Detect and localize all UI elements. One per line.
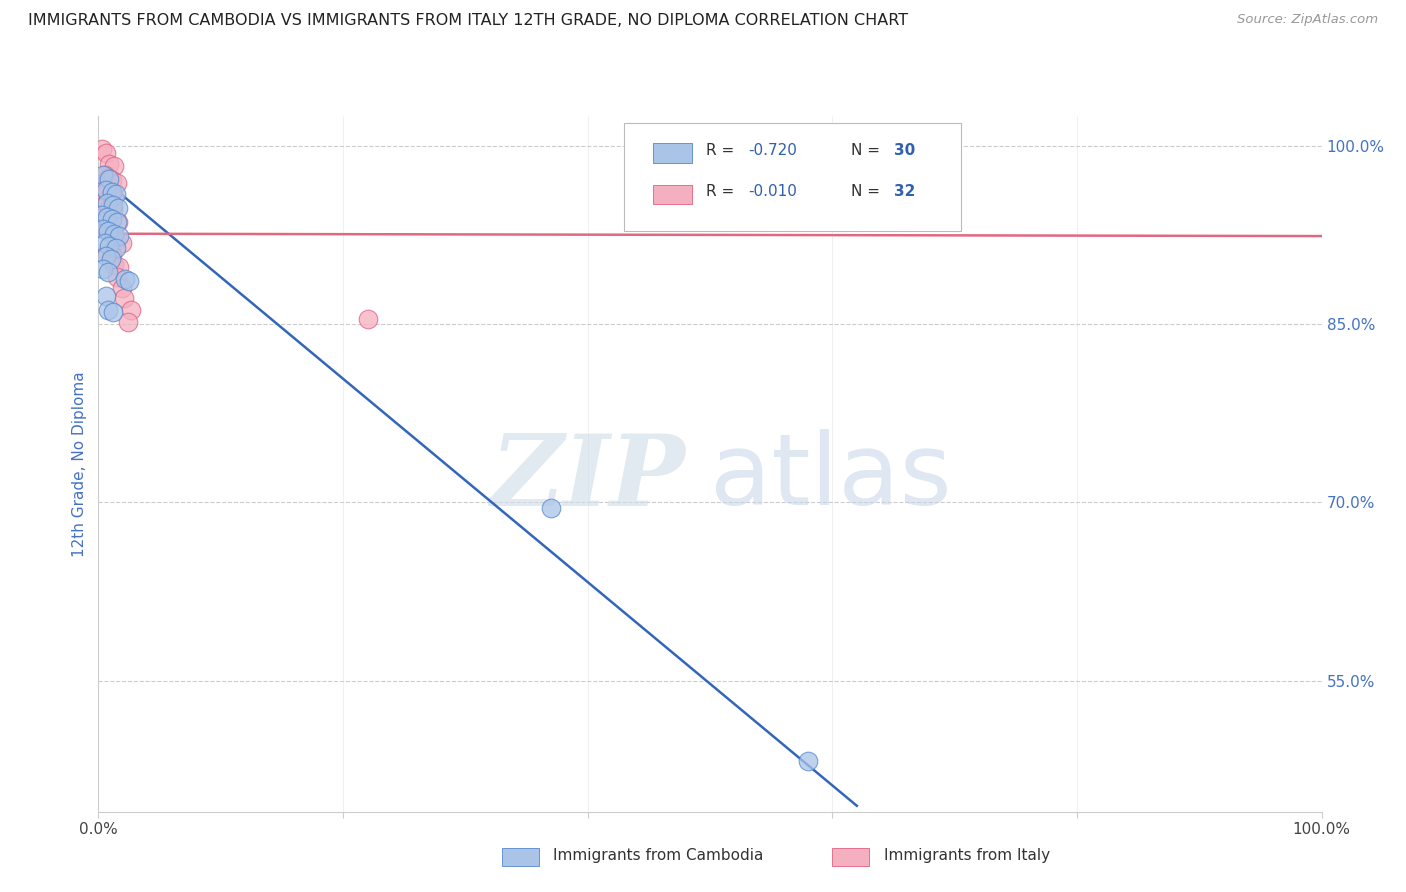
Point — [96, 245, 118, 260]
Text: atlas: atlas — [710, 429, 952, 526]
Point — [108, 229, 131, 244]
Point — [104, 234, 127, 248]
Text: -0.010: -0.010 — [748, 185, 797, 199]
Text: N =: N = — [851, 185, 884, 199]
Point — [540, 501, 562, 516]
Point — [97, 212, 120, 227]
Point — [111, 236, 134, 251]
Point — [104, 241, 127, 255]
Point — [107, 215, 129, 229]
Point — [91, 169, 114, 183]
Point — [111, 281, 134, 295]
Point — [108, 260, 131, 274]
Point — [101, 185, 124, 199]
Point — [103, 258, 125, 272]
Point — [101, 173, 124, 187]
Point — [97, 265, 120, 279]
Point — [105, 269, 128, 284]
Point — [94, 183, 117, 197]
Point — [96, 210, 118, 224]
Point — [98, 172, 121, 186]
FancyBboxPatch shape — [652, 143, 692, 162]
Point — [100, 226, 122, 240]
Point — [94, 249, 117, 263]
Point — [101, 248, 124, 262]
Text: R =: R = — [706, 143, 740, 158]
Point — [117, 315, 139, 329]
Point — [94, 145, 117, 160]
Point — [91, 210, 114, 224]
Text: Immigrants from Cambodia: Immigrants from Cambodia — [554, 848, 763, 863]
Point — [101, 305, 124, 319]
Text: 32: 32 — [894, 185, 915, 199]
Point — [97, 302, 120, 317]
Point — [96, 185, 118, 199]
Point — [96, 195, 118, 210]
Point — [93, 236, 115, 251]
Point — [797, 754, 820, 768]
Point — [93, 169, 115, 183]
Point — [101, 198, 124, 212]
FancyBboxPatch shape — [624, 123, 960, 231]
Point — [118, 274, 141, 288]
Point — [105, 176, 128, 190]
Point — [94, 223, 117, 237]
Point — [97, 170, 120, 185]
Point — [98, 201, 121, 215]
Point — [91, 183, 114, 197]
Point — [112, 291, 135, 305]
Point — [91, 222, 114, 236]
Point — [104, 187, 127, 202]
Text: 30: 30 — [894, 143, 915, 158]
Point — [103, 227, 125, 241]
Point — [101, 212, 124, 227]
Point — [97, 224, 120, 238]
Point — [94, 288, 117, 302]
Point — [91, 262, 114, 277]
Text: N =: N = — [851, 143, 884, 158]
Point — [93, 198, 115, 212]
Point — [103, 190, 125, 204]
Text: IMMIGRANTS FROM CAMBODIA VS IMMIGRANTS FROM ITALY 12TH GRADE, NO DIPLOMA CORRELA: IMMIGRANTS FROM CAMBODIA VS IMMIGRANTS F… — [28, 13, 908, 29]
Point — [105, 215, 128, 229]
Text: R =: R = — [706, 185, 740, 199]
FancyBboxPatch shape — [502, 848, 538, 865]
Point — [100, 187, 122, 202]
Point — [356, 312, 378, 326]
Text: -0.720: -0.720 — [748, 143, 797, 158]
Point — [100, 252, 122, 266]
Text: Immigrants from Italy: Immigrants from Italy — [884, 848, 1050, 863]
Point — [91, 208, 114, 222]
Text: ZIP: ZIP — [491, 430, 686, 526]
Point — [103, 159, 125, 173]
Point — [98, 156, 121, 170]
Point — [101, 202, 124, 217]
Text: Source: ZipAtlas.com: Source: ZipAtlas.com — [1237, 13, 1378, 27]
Point — [98, 238, 121, 252]
FancyBboxPatch shape — [652, 185, 692, 204]
FancyBboxPatch shape — [832, 848, 869, 865]
Point — [114, 272, 136, 286]
Point — [91, 142, 114, 156]
Point — [120, 302, 142, 317]
Point — [107, 201, 129, 215]
Y-axis label: 12th Grade, No Diploma: 12th Grade, No Diploma — [72, 371, 87, 557]
